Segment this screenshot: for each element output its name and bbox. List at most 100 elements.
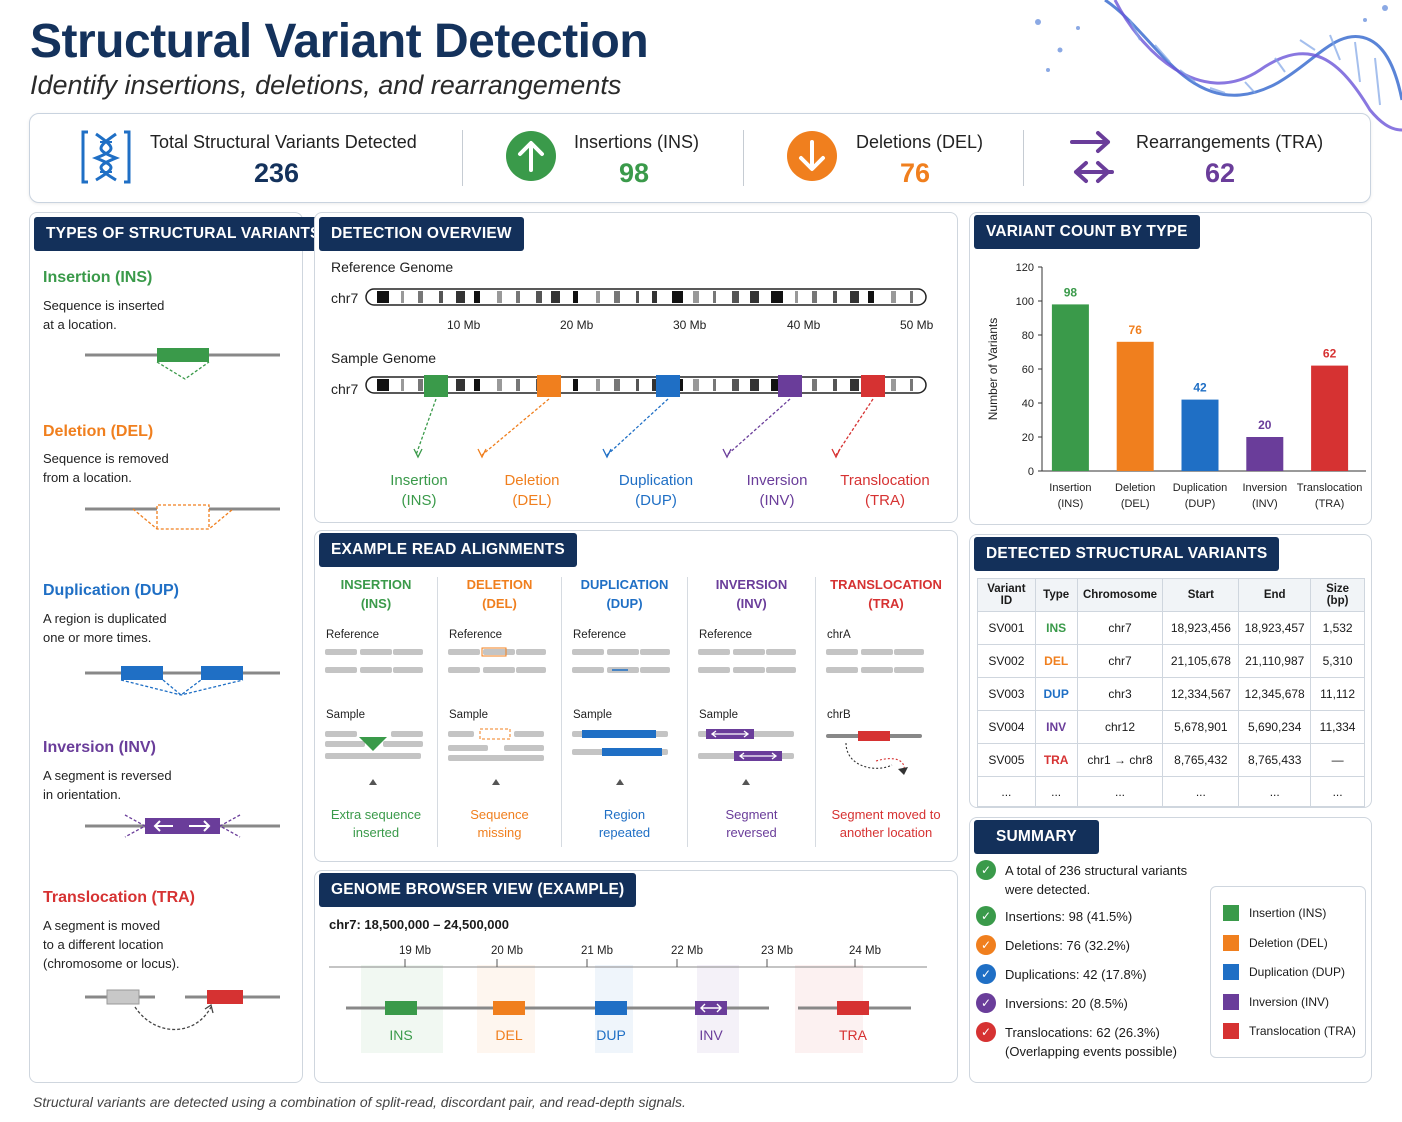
read-col-header: DELETION (DEL) [466, 577, 533, 611]
stat-del-label: Deletions (DEL) [856, 132, 984, 152]
bar-value-label: 62 [1323, 347, 1337, 361]
tick-label: 40 Mb [787, 318, 821, 332]
summary-item: Insertions: 98 (41.5%) [1005, 909, 1133, 924]
track-label: INS [389, 1027, 412, 1043]
chromosome-band [910, 291, 913, 303]
chromosome-band [497, 291, 502, 303]
legend-label: Translocation (TRA) [1249, 1024, 1356, 1038]
caret-icon [492, 779, 500, 785]
read-bar [733, 667, 765, 673]
arrow-up-icon [506, 131, 556, 181]
read-bar [448, 755, 544, 761]
table-cell: 8,765,432 [1162, 743, 1240, 777]
x-tick-label: Deletion [1115, 482, 1155, 494]
bar [1311, 365, 1349, 471]
table-cell: ... [1310, 776, 1365, 807]
variants-table: Variant ID Type Chromosome Start End Size (bp… [977, 578, 1365, 807]
stat-ins-label: Insertions (INS) [574, 132, 700, 152]
x-tick-label: (DUP) [1185, 498, 1216, 510]
chromosome-band [401, 291, 404, 303]
reference-chromosome [365, 288, 927, 306]
browser-tick-label: 20 Mb [491, 945, 523, 957]
read-bar [448, 649, 480, 655]
chromosome-band [377, 291, 389, 303]
read-bar [393, 649, 423, 655]
read-bar [325, 649, 357, 655]
check-icon: ✓ [976, 993, 996, 1013]
x-tick-label: Insertion [1049, 482, 1091, 494]
bar [1116, 341, 1154, 471]
bar [1181, 399, 1219, 471]
table-cell: 12,345,678 [1238, 677, 1312, 711]
reads-panel-title: EXAMPLE READ ALIGNMENTS [319, 533, 577, 567]
chrom-label: chr7 [331, 381, 359, 397]
stat-ins-value: 98 [619, 158, 650, 188]
browser-panel-title: GENOME BROWSER VIEW (EXAMPLE) [319, 873, 637, 907]
stat-tra-label: Rearrangements (TRA) [1136, 132, 1324, 152]
divider [743, 130, 744, 186]
translocated-segment [858, 731, 890, 741]
summary-item: Deletions: 76 (32.2%) [1005, 938, 1131, 953]
tick-label: 50 Mb [900, 318, 934, 332]
read-bar [640, 649, 670, 655]
dup-read [582, 730, 656, 738]
chromosome-body [365, 288, 927, 306]
chromosome-band [497, 379, 502, 391]
divider [437, 577, 438, 847]
divider [815, 577, 816, 847]
page-subtitle: Identify insertions, deletions, and rear… [30, 70, 622, 100]
chromosome-band [474, 291, 480, 303]
legend-swatch [1223, 905, 1239, 921]
event-pointer [415, 398, 437, 456]
read-bar [325, 731, 357, 737]
table-cell: 18,923,456 [1162, 611, 1240, 645]
read-bar [894, 667, 924, 673]
read-caption: Extra sequence inserted [330, 807, 422, 840]
table-cell: — [1310, 743, 1365, 777]
divider [1023, 130, 1024, 186]
detection-panel: DETECTION OVERVIEW Reference Genome chr7… [314, 212, 958, 523]
dna-icon [81, 130, 131, 184]
y-tick-label: 120 [1016, 262, 1034, 274]
table-panel-title: DETECTED STRUCTURAL VARIANTS [974, 537, 1280, 571]
event-marker [537, 375, 561, 397]
read-bar [391, 731, 423, 737]
table-cell: chr7 [1076, 611, 1164, 645]
event-tra-label: Translocation (TRA) [840, 472, 930, 509]
read-col-header: DUPLICATION (DUP) [580, 577, 669, 611]
x-tick-label: Translocation [1297, 482, 1363, 494]
variant-count-chart: 0 20 40 60 80 100 120 Number of Variants 98 Inser… [986, 262, 1366, 510]
x-tick-label: Duplication [1173, 482, 1227, 494]
type-dup-title: Duplication (DUP) [43, 582, 179, 599]
chromosome-band [672, 291, 683, 303]
y-tick-label: 40 [1022, 398, 1034, 410]
read-sample-label: Sample [699, 709, 738, 721]
y-tick-label: 20 [1022, 432, 1034, 444]
reads-panel: EXAMPLE READ ALIGNMENTS INSERTION (INS) Re… [314, 530, 958, 862]
divider [462, 130, 463, 186]
translocation-diagram [85, 989, 280, 1030]
track-feature [837, 1001, 869, 1015]
bar [1051, 304, 1089, 471]
types-panel: TYPES OF STRUCTURAL VARIANTS Insertion (… [29, 212, 333, 1083]
y-tick-label: 100 [1016, 296, 1034, 308]
inv-arrows [710, 730, 750, 738]
read-bar [766, 649, 796, 655]
table-cell: SV005 [977, 743, 1036, 777]
legend-label: Duplication (DUP) [1249, 965, 1346, 979]
table-header: Type [1034, 578, 1078, 612]
chromosome-band [833, 291, 837, 303]
chromosome-band [401, 379, 404, 391]
chromosome-band [713, 379, 716, 391]
browser-tick-label: 22 Mb [671, 945, 703, 957]
sample-chromosome [365, 375, 927, 459]
read-alignment-diagram [698, 649, 796, 785]
table-row: SV004 INV chr12 5,678,901 5,690,234 11,334 [977, 710, 1365, 744]
table-cell: SV004 [977, 710, 1036, 744]
read-bar [607, 649, 639, 655]
y-axis-label: Number of Variants [986, 318, 1000, 421]
event-pointer [835, 398, 874, 456]
table-cell: ... [1162, 776, 1240, 807]
type-ins-desc: Sequence is inserted at a location. [43, 298, 165, 332]
event-del-label: Deletion (DEL) [504, 472, 560, 509]
